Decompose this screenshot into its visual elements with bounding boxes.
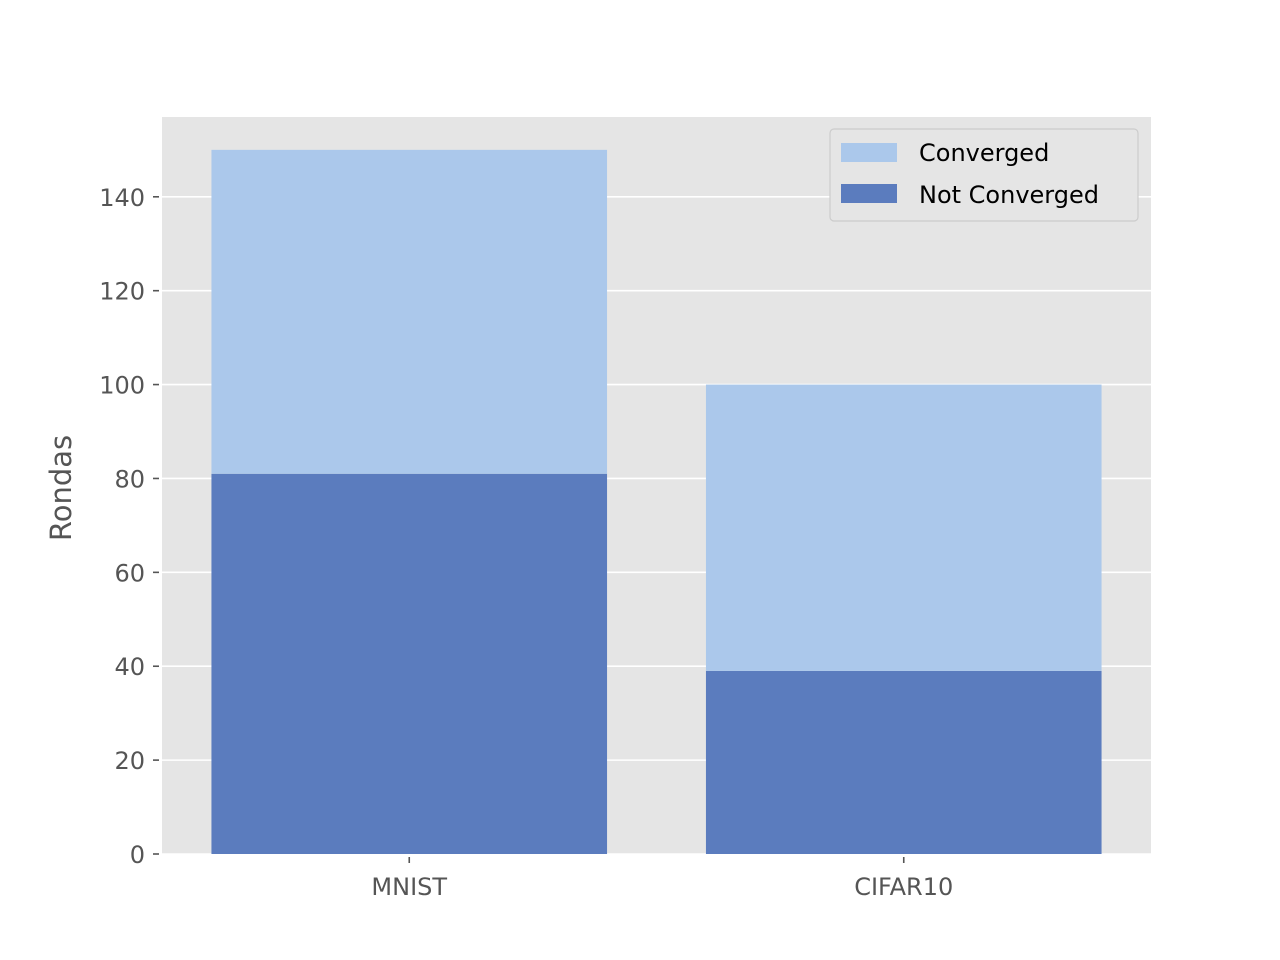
y-tick-label: 40 xyxy=(114,653,145,681)
x-tick-label: MNIST xyxy=(371,873,447,901)
y-tick-label: 140 xyxy=(99,184,145,212)
y-tick-label: 60 xyxy=(114,559,145,587)
y-tick-label: 20 xyxy=(114,747,145,775)
legend-label-converged: Converged xyxy=(919,139,1049,167)
x-tick-label: CIFAR10 xyxy=(854,873,953,901)
x-axis: MNIST CIFAR10 xyxy=(371,857,953,901)
y-axis-title: Rondas xyxy=(44,435,78,541)
y-tick-label: 0 xyxy=(130,841,145,869)
y-tick-label: 120 xyxy=(99,278,145,306)
legend-label-not-converged: Not Converged xyxy=(919,181,1099,209)
y-tick-label: 100 xyxy=(99,372,145,400)
bar-converged-cifar10 xyxy=(705,384,1102,671)
legend-swatch-converged xyxy=(841,143,897,162)
bar-not-converged-cifar10 xyxy=(705,670,1102,854)
bars xyxy=(211,149,1102,854)
legend: Converged Not Converged xyxy=(829,128,1139,222)
y-axis: 0 20 40 60 80 100 120 140 xyxy=(99,184,159,869)
legend-swatch-not-converged xyxy=(841,184,897,203)
bar-converged-mnist xyxy=(211,149,608,474)
bar-not-converged-mnist xyxy=(211,473,608,854)
legend-box xyxy=(829,128,1139,222)
y-tick-label: 80 xyxy=(114,465,145,493)
